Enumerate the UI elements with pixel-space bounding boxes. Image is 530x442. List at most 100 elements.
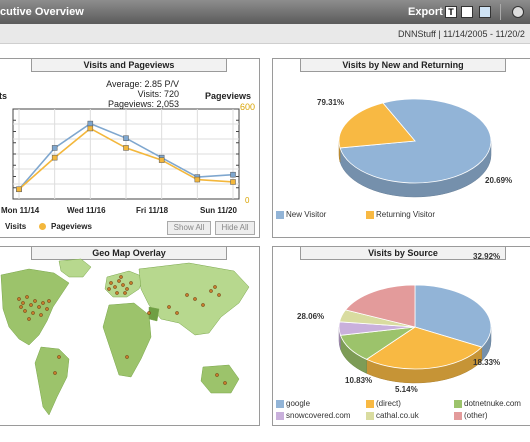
returning-visitor-swatch [366, 211, 374, 219]
data-point [230, 179, 236, 185]
location-dot [23, 309, 27, 313]
legend-other: (other) [464, 411, 488, 420]
panel-title: Visits by Source [300, 247, 506, 260]
location-dot [185, 293, 189, 297]
print-icon[interactable] [512, 6, 524, 18]
location-dot [193, 297, 197, 301]
location-dot [215, 373, 219, 377]
visits-line-chart [12, 108, 240, 200]
location-dot [47, 299, 51, 303]
legend-google: google [286, 399, 311, 408]
location-dot [25, 295, 29, 299]
google-swatch [276, 400, 284, 408]
legend-returning-visitor: Returning Visitor [376, 210, 435, 219]
world-map[interactable] [0, 247, 261, 427]
data-point [87, 125, 94, 132]
toolbar-divider [500, 4, 501, 20]
location-dot [19, 305, 23, 309]
panel-title: Geo Map Overlay [31, 247, 227, 260]
visits-by-source-panel: Visits by Source 32.92% 28.06% 10.83% 5.14%… [272, 246, 530, 426]
panel-title: Visits by New and Returning [300, 59, 506, 72]
other-swatch [454, 412, 462, 420]
location-dot [41, 301, 45, 305]
pageviews-legend-icon [39, 223, 46, 230]
location-dot [113, 285, 117, 289]
new-returning-pie: 79.31% 20.69% [317, 98, 512, 198]
page-title: cutive Overview [0, 6, 84, 18]
location-dot [223, 381, 227, 385]
pie-slice [365, 326, 483, 370]
legend-direct: (direct) [376, 399, 401, 408]
panel-title: Visits and Pageviews [31, 59, 227, 72]
left-axis-label: ts [0, 91, 8, 101]
hide-all-button[interactable]: Hide All [215, 221, 255, 235]
legend-visits[interactable]: Visits [5, 222, 27, 231]
x-tick-label: Mon 11/14 [1, 206, 40, 215]
data-point [51, 154, 58, 161]
location-dot [217, 293, 221, 297]
location-dot [201, 303, 205, 307]
data-label-returning: 20.69% [485, 176, 512, 185]
location-dot [119, 275, 123, 279]
data-point [87, 120, 94, 127]
cathal-swatch [366, 412, 374, 420]
breadcrumb-bar: DNNStuff | 11/14/2005 - 11/20/2 [0, 24, 530, 44]
export-text-icon[interactable]: T [445, 6, 457, 18]
data-label-google: 32.92% [473, 252, 500, 261]
data-point [158, 157, 165, 163]
show-all-button[interactable]: Show All [167, 221, 211, 235]
data-point [51, 145, 58, 151]
visits-by-source-pie: 32.92% 28.06% 10.83% 5.14% 18.33% [297, 252, 500, 394]
location-dot [123, 291, 127, 295]
location-dot [109, 281, 113, 285]
north-america-shape [0, 268, 70, 346]
export-excel-icon[interactable] [479, 6, 491, 18]
data-point [123, 145, 129, 151]
legend-pageviews[interactable]: Pageviews [51, 222, 92, 231]
snowcovered-swatch [276, 412, 284, 420]
location-dot [117, 279, 121, 283]
location-dot [115, 291, 119, 295]
legend-dotnetnuke: dotnetnuke.com [464, 399, 521, 408]
pageviews-stat: Pageviews: 2,053 [107, 99, 179, 109]
location-dot [53, 371, 57, 375]
location-dot [39, 313, 43, 317]
visits-pageviews-panel: Visits and Pageviews Average: 2.85 P/V V… [0, 58, 260, 238]
location-dot [107, 287, 111, 291]
visits-stat: Visits: 720 [137, 89, 179, 99]
africa-shape [102, 302, 152, 378]
middle-east-shape [148, 306, 160, 322]
dotnetnuke-swatch [454, 400, 462, 408]
breadcrumb: DNNStuff | 11/14/2005 - 11/20/2 [398, 29, 525, 39]
south-america-shape [34, 346, 70, 416]
visitor-locations [17, 275, 227, 385]
pie-slice [338, 102, 416, 149]
location-dot [147, 311, 151, 315]
data-point [16, 186, 22, 193]
location-dot [31, 311, 35, 315]
right-axis-max: 600 [240, 102, 256, 112]
legend-cathal: cathal.co.uk [376, 411, 419, 420]
pie-slice [414, 284, 492, 348]
x-tick-label: Fri 11/18 [136, 206, 169, 215]
average-stat: Average: 2.85 P/V [106, 79, 179, 89]
location-dot [167, 305, 171, 309]
location-dot [57, 355, 61, 359]
data-point [123, 135, 129, 141]
right-axis-min: 0 [245, 196, 250, 205]
australia-shape [200, 364, 240, 394]
geo-map-panel: Geo Map Overlay [0, 246, 260, 426]
location-dot [125, 287, 129, 291]
new-visitor-swatch [276, 211, 284, 219]
location-dot [175, 311, 179, 315]
export-image-icon[interactable] [461, 6, 473, 18]
data-label-snowcovered: 5.14% [395, 385, 418, 394]
x-tick-label: Wed 11/16 [67, 206, 106, 215]
legend-snowcovered: snowcovered.com [286, 411, 351, 420]
data-label-direct: 28.06% [297, 312, 324, 321]
right-axis-label: Pageviews [205, 91, 252, 101]
location-dot [29, 303, 33, 307]
location-dot [209, 289, 213, 293]
data-label-dotnetnuke: 10.83% [345, 376, 372, 385]
location-dot [213, 285, 217, 289]
